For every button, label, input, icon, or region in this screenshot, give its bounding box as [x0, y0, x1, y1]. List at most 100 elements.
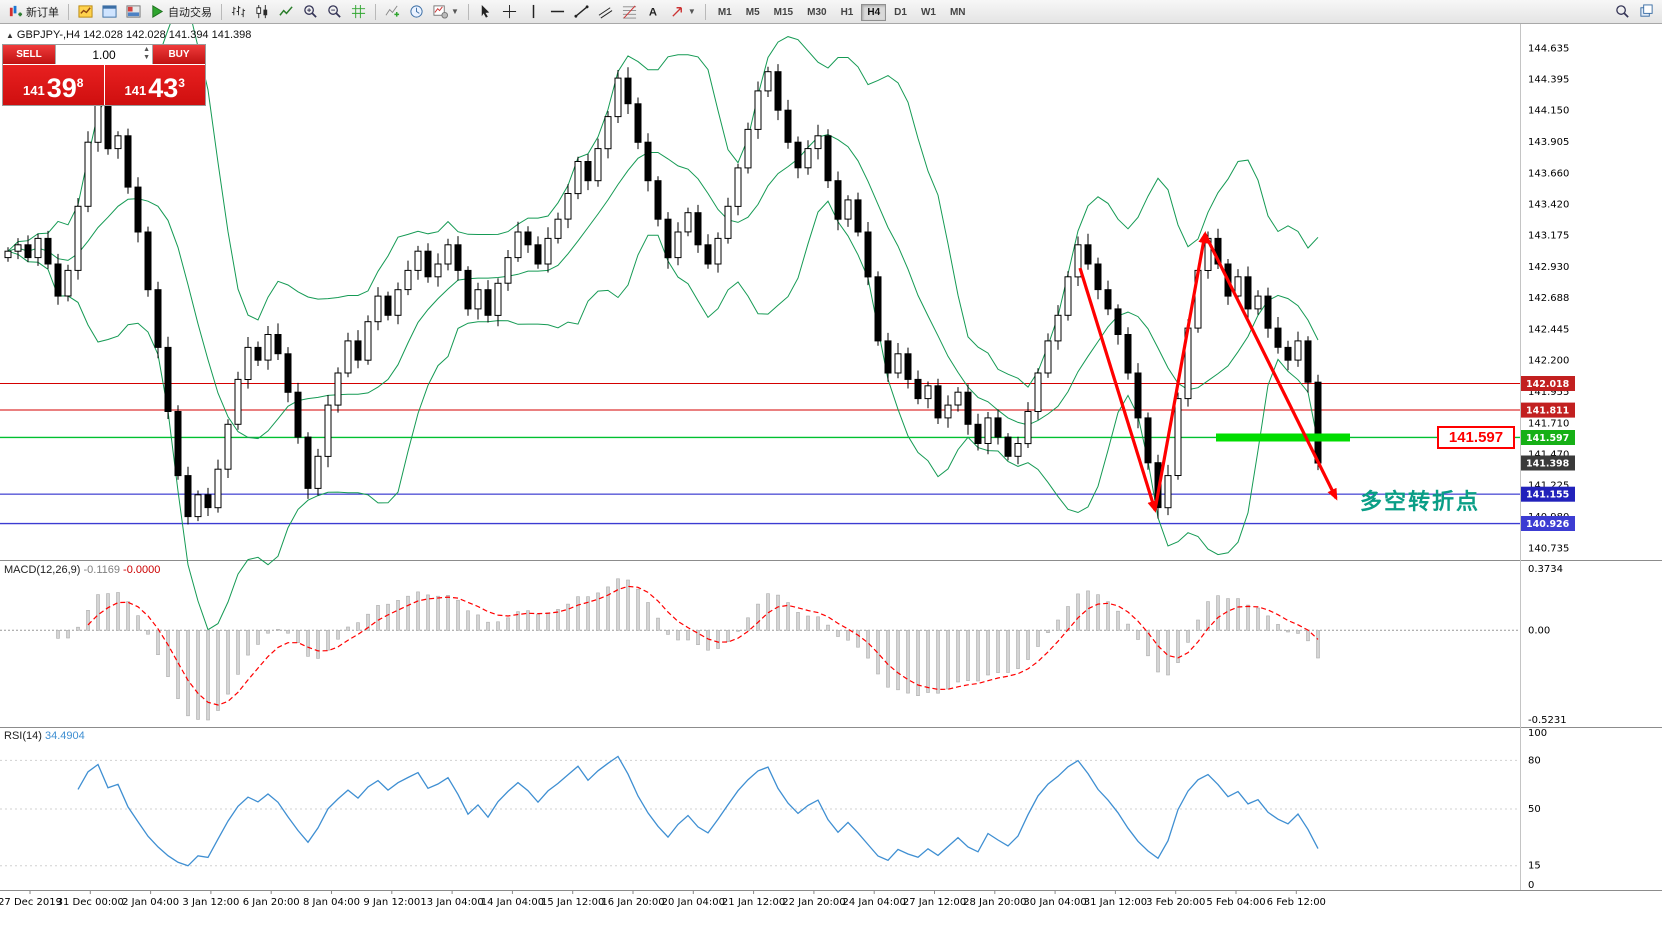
svg-text:142.688: 142.688 [1528, 293, 1569, 304]
svg-text:A: A [649, 6, 657, 18]
search-icon [1616, 5, 1629, 18]
svg-text:100: 100 [1528, 728, 1547, 739]
volume-increase-button[interactable]: ▲ [143, 46, 150, 53]
rsi-name: RSI(14) [4, 730, 42, 742]
svg-text:143.420: 143.420 [1528, 199, 1569, 210]
timeframe-w1-button[interactable]: W1 [915, 4, 942, 21]
volume-field[interactable]: ▲ ▼ [55, 45, 153, 64]
terminal-button[interactable] [122, 2, 145, 22]
timeframe-group: M1 M5 M15 M30 H1 H4 D1 W1 MN [711, 2, 973, 21]
timeframe-h4-button[interactable]: H4 [861, 4, 887, 21]
turning-point-annotation[interactable]: 多空转折点 [1360, 489, 1481, 514]
arrow-object-icon [672, 7, 682, 17]
autotrade-label: 自动交易 [168, 6, 212, 19]
new-order-button[interactable]: 新订单 [4, 2, 63, 22]
timeframe-m30-button[interactable]: M30 [801, 4, 832, 21]
timeframe-mn-button[interactable]: MN [944, 4, 972, 21]
svg-text:5 Feb 04:00: 5 Feb 04:00 [1206, 897, 1265, 908]
grid-icon [351, 4, 366, 19]
cursor-icon [481, 4, 490, 18]
rsi-indicator [0, 755, 1520, 867]
bar-chart-button[interactable] [227, 2, 250, 22]
crosshair-tool-button[interactable] [498, 2, 521, 22]
candlestick-chart-button[interactable] [251, 2, 274, 22]
vertical-line-tool-button[interactable] [522, 2, 545, 22]
terminal-icon [126, 5, 141, 18]
zoom-in-button[interactable] [299, 2, 322, 22]
svg-text:31 Dec 00:00: 31 Dec 00:00 [57, 897, 124, 908]
channel-tool-button[interactable] [594, 2, 617, 22]
svg-text:8 Jan 04:00: 8 Jan 04:00 [303, 897, 360, 908]
sell-button[interactable]: SELL [3, 45, 55, 64]
trend-arrows[interactable] [1078, 231, 1338, 513]
new-order-icon [9, 5, 23, 17]
rsi-label-line: RSI(14) 34.4904 [4, 730, 85, 742]
svg-text:2 Jan 04:00: 2 Jan 04:00 [122, 897, 179, 908]
svg-text:14 Jan 04:00: 14 Jan 04:00 [481, 897, 544, 908]
buy-price-sup: 3 [178, 76, 185, 90]
grid-button[interactable] [347, 2, 370, 22]
toolbar-separator [68, 3, 69, 20]
price-level-box[interactable]: 141.597 [1437, 426, 1515, 449]
svg-text:144.395: 144.395 [1528, 74, 1569, 85]
timeframe-h1-button[interactable]: H1 [835, 4, 860, 21]
fibonacci-tool-button[interactable] [618, 2, 641, 22]
trendline-tool-button[interactable] [570, 2, 593, 22]
trendline-icon [574, 5, 589, 18]
zoom-in-icon [304, 5, 317, 18]
svg-text:143.905: 143.905 [1528, 137, 1569, 148]
market-watch-button[interactable] [74, 2, 97, 22]
timeframe-d1-button[interactable]: D1 [888, 4, 913, 21]
timeframe-m1-button[interactable]: M1 [712, 4, 738, 21]
svg-text:141.955: 141.955 [1528, 387, 1569, 398]
svg-text:16 Jan 20:00: 16 Jan 20:00 [601, 897, 664, 908]
profiles-icon [1640, 4, 1653, 17]
bollinger-bands [7, 3, 1319, 631]
zoom-out-button[interactable] [323, 2, 346, 22]
timeframe-m15-button[interactable]: M15 [768, 4, 799, 21]
chart-info-line: ▲ GBPJPY-,H4 142.028 142.028 141.394 141.… [6, 29, 251, 41]
arrows-caret-icon: ▼ [687, 7, 696, 16]
channel-icon [598, 7, 613, 19]
support-highlight-bar[interactable] [1216, 433, 1350, 442]
toolbar-separator [704, 3, 706, 20]
templates-caret-icon: ▼ [451, 7, 459, 16]
buy-price-main: 141 [124, 83, 147, 98]
search-button[interactable] [1611, 2, 1634, 22]
svg-text:141.155: 141.155 [1526, 490, 1569, 501]
volume-input[interactable] [74, 46, 134, 63]
volume-spinner: ▲ ▼ [143, 46, 150, 62]
periods-button[interactable] [405, 2, 428, 22]
sell-price-button[interactable]: 141 39 8 [3, 65, 105, 105]
one-click-trading-panel: SELL ▲ ▼ BUY 141 39 8 141 43 3 [2, 44, 206, 106]
price-badges[interactable]: 142.018 141.811 141.597 141.398 141.155 140.9… [1521, 376, 1575, 531]
text-icon: A [649, 6, 657, 18]
macd-main-value: -0.1169 [83, 564, 120, 576]
line-chart-button[interactable] [275, 2, 298, 22]
cursor-tool-button[interactable] [474, 2, 497, 22]
symbol-ohlc-text: GBPJPY-,H4 142.028 142.028 141.394 141.3… [16, 29, 252, 41]
arrows-tool-button[interactable]: ▼ [666, 2, 700, 22]
svg-text:30 Jan 04:00: 30 Jan 04:00 [1023, 897, 1086, 908]
autotrade-button[interactable]: 自动交易 [146, 2, 216, 22]
one-click-collapse-icon[interactable]: ▲ [6, 31, 14, 40]
sell-price-sup: 8 [76, 76, 84, 90]
text-tool-button[interactable]: A [642, 2, 665, 22]
svg-text:142.200: 142.200 [1528, 356, 1569, 367]
line-chart-icon [279, 6, 293, 16]
buy-price-button[interactable]: 141 43 3 [104, 65, 205, 105]
timeframe-m5-button[interactable]: M5 [740, 4, 766, 21]
svg-text:27 Dec 2019: 27 Dec 2019 [0, 897, 62, 908]
svg-text:31 Jan 12:00: 31 Jan 12:00 [1084, 897, 1147, 908]
profiles-button[interactable] [1635, 2, 1658, 22]
buy-button[interactable]: BUY [153, 45, 205, 64]
indicators-button[interactable] [381, 2, 404, 22]
toolbar-separator [467, 3, 469, 20]
data-window-button[interactable] [98, 2, 121, 22]
templates-button[interactable]: ▼ [429, 2, 463, 22]
horizontal-line-tool-button[interactable] [546, 2, 569, 22]
horizontal-level-lines[interactable] [0, 383, 1520, 525]
volume-decrease-button[interactable]: ▼ [143, 54, 150, 61]
